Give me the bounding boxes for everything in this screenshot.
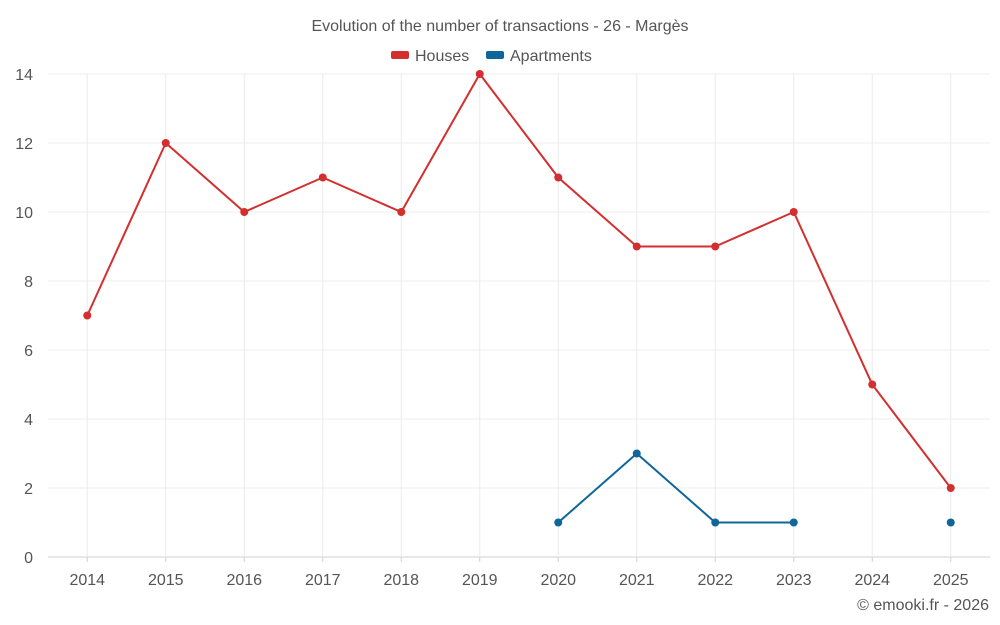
data-point-houses-2023[interactable] — [789, 208, 798, 216]
y-tick-label: 8 — [24, 274, 33, 291]
y-tick-label: 14 — [15, 67, 33, 84]
x-tick-label: 2015 — [148, 572, 184, 589]
legend-item-apartments[interactable]: Apartments — [486, 48, 592, 65]
data-point-houses-2022[interactable] — [711, 242, 720, 251]
series-line-houses — [86, 73, 952, 489]
y-tick-label: 2 — [24, 481, 33, 498]
legend-swatch-apartments — [486, 51, 504, 59]
x-tick-label: 2018 — [383, 572, 419, 589]
data-point-houses-2017[interactable] — [318, 173, 327, 182]
data-point-apartments-2023[interactable] — [789, 518, 798, 527]
data-point-houses-2021[interactable] — [632, 242, 641, 251]
legend-label-houses: Houses — [415, 48, 469, 65]
x-tick-label: 2025 — [933, 572, 969, 589]
legend-label-apartments: Apartments — [510, 48, 592, 65]
x-axis-ticks: 2014 2015 2016 2017 2018 2019 2020 2021 2022 2023… — [69, 572, 968, 589]
chart-title: Evolution of the number of transactions … — [311, 18, 688, 35]
y-tick-label: 0 — [24, 550, 33, 567]
x-tick-label: 2022 — [697, 572, 733, 589]
data-point-houses-2015[interactable] — [161, 139, 170, 147]
series-line-apartments — [557, 452, 794, 524]
y-tick-label: 12 — [15, 136, 33, 153]
data-point-houses-2020[interactable] — [554, 173, 563, 182]
legend-swatch-houses — [391, 51, 409, 59]
data-point-houses-2016[interactable] — [240, 208, 249, 216]
data-point-apartments-2025[interactable] — [946, 518, 955, 527]
series-houses — [83, 70, 955, 492]
series-apartments — [554, 449, 955, 527]
series-layer — [83, 70, 955, 527]
data-point-apartments-2021[interactable] — [632, 449, 641, 458]
data-point-apartments-2020[interactable] — [554, 518, 563, 527]
data-point-houses-2018[interactable] — [397, 208, 406, 216]
x-tick-label: 2021 — [619, 572, 655, 589]
credit-text: © emooki.fr - 2026 — [857, 597, 989, 614]
data-point-houses-2019[interactable] — [475, 70, 484, 78]
x-tick-label: 2019 — [462, 572, 498, 589]
x-tick-label: 2016 — [226, 572, 262, 589]
y-tick-label: 6 — [24, 343, 33, 360]
y-tick-label: 10 — [15, 205, 33, 222]
y-axis-ticks: 0 2 4 6 8 10 12 14 — [15, 67, 33, 567]
x-tick-label: 2023 — [776, 572, 812, 589]
y-tick-label: 4 — [24, 412, 33, 429]
x-tick-label: 2024 — [854, 572, 890, 589]
x-tick-label: 2017 — [305, 572, 341, 589]
grid — [48, 73, 990, 562]
data-point-houses-2014[interactable] — [83, 311, 92, 320]
x-tick-label: 2020 — [540, 572, 576, 589]
x-tick-label: 2014 — [69, 572, 105, 589]
legend: Houses Apartments — [391, 48, 592, 65]
data-point-houses-2024[interactable] — [868, 380, 877, 389]
legend-item-houses[interactable]: Houses — [391, 48, 469, 65]
data-point-apartments-2022[interactable] — [711, 518, 720, 527]
data-point-houses-2025[interactable] — [946, 484, 955, 492]
